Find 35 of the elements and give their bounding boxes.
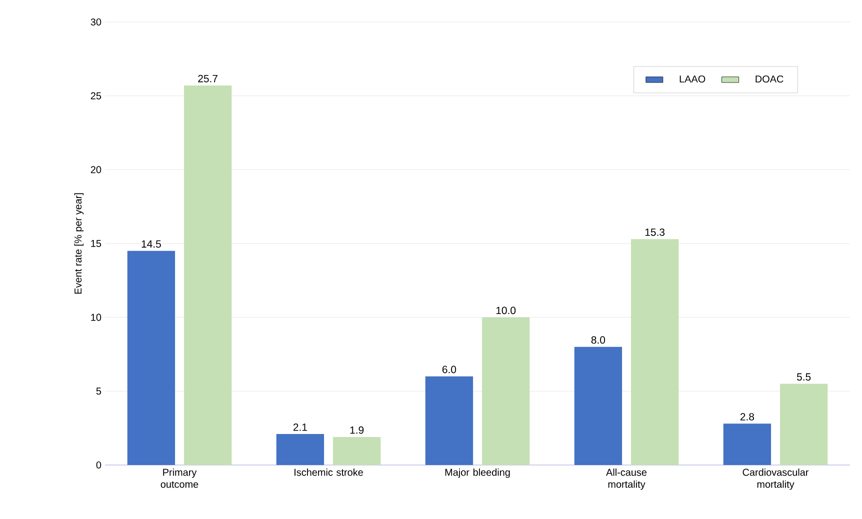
y-tick-label: 30 <box>90 18 102 26</box>
bar <box>574 346 622 465</box>
data-label: 15.3 <box>645 228 665 236</box>
x-tick-label: Cardiovascular mortality <box>742 468 809 490</box>
data-label: 5.5 <box>796 373 811 381</box>
bar <box>780 384 828 465</box>
x-tick-label: Major bleeding <box>445 468 510 478</box>
bar <box>127 250 176 465</box>
x-tick-label: All-cause mortality <box>606 468 647 490</box>
y-axis-title: Event rate [% per year] <box>74 193 84 294</box>
y-tick-label: 5 <box>96 388 102 395</box>
y-tick-label: 10 <box>91 314 102 321</box>
y-tick-label: 25 <box>90 92 102 100</box>
legend-label: LAAO <box>680 75 706 83</box>
legend-label: DOAC <box>756 75 784 83</box>
data-label: 6.0 <box>442 366 456 374</box>
bar <box>723 424 772 465</box>
bar <box>276 434 324 465</box>
bar <box>630 239 679 465</box>
data-label: 2.1 <box>293 424 307 431</box>
x-tick-label: Ischemic stroke <box>294 468 363 476</box>
x-tick-label: Primary outcome <box>160 468 198 488</box>
data-label: 10.0 <box>496 306 516 314</box>
bar <box>184 85 232 465</box>
bar <box>425 376 474 465</box>
y-tick-label: 0 <box>96 461 102 469</box>
y-tick-label: 15 <box>91 240 102 247</box>
data-label: 25.7 <box>198 74 218 82</box>
bar <box>482 317 530 465</box>
data-label: 14.5 <box>142 240 161 248</box>
data-label: 8.0 <box>591 336 606 344</box>
data-label: 1.9 <box>350 426 364 434</box>
y-tick-label: 20 <box>90 166 102 174</box>
data-label: 2.8 <box>740 413 754 420</box>
bar <box>332 436 381 465</box>
